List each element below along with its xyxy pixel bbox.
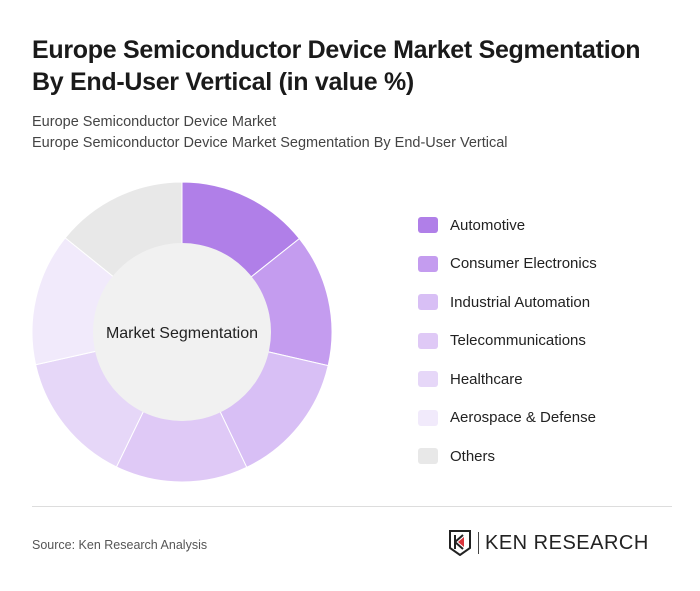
legend-swatch: [418, 217, 438, 234]
legend-swatch: [418, 448, 438, 465]
legend-swatch: [418, 294, 438, 311]
subtitle-market: Europe Semiconductor Device Market: [32, 114, 277, 130]
legend-label: Telecommunications: [450, 332, 586, 350]
legend-label: Consumer Electronics: [450, 255, 597, 273]
logo-text: KEN RESEARCH: [485, 531, 649, 554]
logo-icon: [449, 530, 471, 556]
donut-chart: Market Segmentation: [31, 181, 333, 483]
legend-label: Healthcare: [450, 370, 523, 388]
legend-swatch: [418, 255, 438, 272]
legend-item: Aerospace & Defense: [418, 399, 597, 438]
legend-item: Automotive: [418, 206, 597, 245]
legend-label: Aerospace & Defense: [450, 409, 596, 427]
legend-label: Automotive: [450, 216, 526, 234]
ken-research-logo: KEN RESEARCH: [448, 530, 649, 556]
donut-center: [93, 243, 271, 421]
legend-swatch: [418, 409, 438, 426]
divider: [32, 506, 672, 507]
legend-swatch: [418, 332, 438, 349]
legend-label: Others: [450, 447, 496, 465]
center-label: Market Segmentation: [106, 325, 258, 342]
subtitle-segmentation: Europe Semiconductor Device Market Segme…: [32, 135, 508, 151]
legend-item: Telecommunications: [418, 322, 597, 361]
legend-label: Industrial Automation: [450, 293, 591, 311]
chart-title: Europe Semiconductor Device Market Segme…: [32, 36, 641, 96]
legend-item: Healthcare: [418, 360, 597, 399]
legend-item: Others: [418, 437, 597, 476]
legend-swatch: [418, 371, 438, 388]
source-text: Source: Ken Research Analysis: [32, 538, 208, 552]
legend-item: Consumer Electronics: [418, 245, 597, 284]
legend: Automotive Consumer Electronics Industrial…: [418, 206, 597, 476]
legend-item: Industrial Automation: [418, 283, 597, 322]
